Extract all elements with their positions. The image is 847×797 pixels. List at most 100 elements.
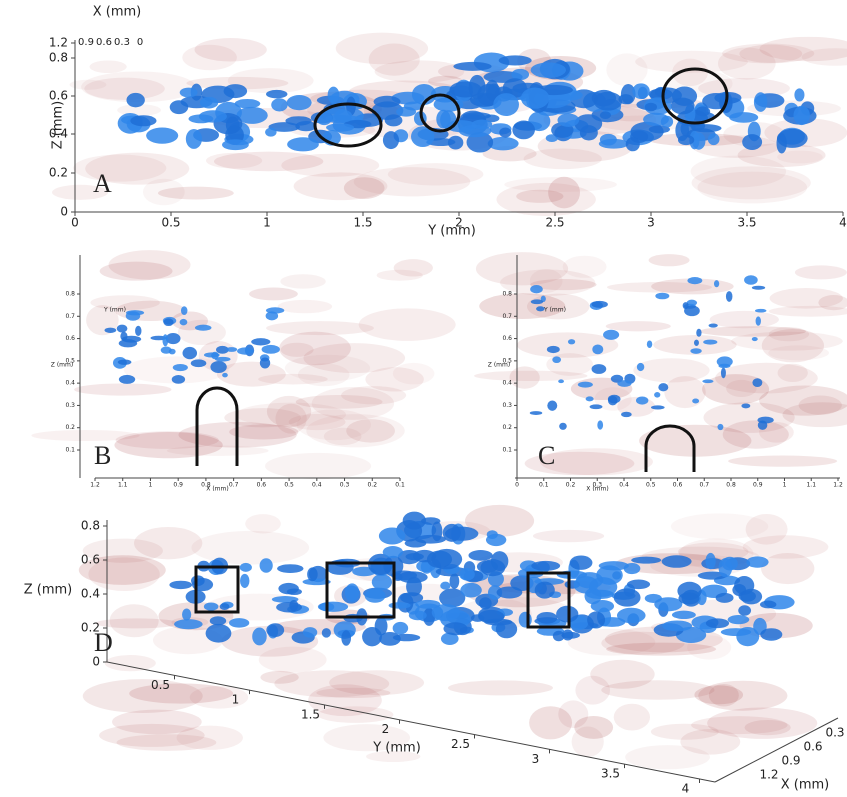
vessel: [130, 115, 156, 126]
tick-label: 0.3: [65, 402, 75, 409]
vessel: [362, 627, 382, 646]
vessel: [756, 316, 761, 325]
vessel: [677, 582, 701, 600]
vessel: [530, 285, 543, 293]
vessel: [645, 103, 657, 112]
vessel: [266, 311, 278, 320]
tick-label: 0.3: [592, 482, 602, 489]
vessel: [405, 539, 427, 548]
tick-label: 0.6: [803, 740, 822, 754]
vessel: [460, 583, 481, 598]
vessel: [469, 75, 486, 100]
tick-label: 0.6: [65, 335, 75, 342]
vessel: [586, 590, 614, 599]
vessel: [262, 345, 280, 354]
vessel: [126, 93, 144, 108]
vessel: [592, 364, 607, 374]
vessel: [754, 92, 767, 112]
vessel: [497, 586, 523, 598]
tick-label: 1: [783, 482, 787, 489]
tissue-haze: [388, 163, 484, 185]
tissue-haze: [191, 531, 309, 565]
tissue-haze: [100, 262, 173, 281]
vessel: [307, 567, 318, 581]
tick-label: 0.9: [781, 754, 800, 768]
vessel: [183, 347, 198, 359]
tick-label: 0.4: [49, 127, 68, 141]
vessel: [493, 93, 519, 116]
vessel: [645, 594, 662, 603]
tissue-haze: [206, 153, 262, 169]
tick-label: 0.5: [646, 482, 656, 489]
tissue-haze: [649, 254, 690, 266]
vessel: [226, 116, 240, 133]
vessel: [716, 593, 734, 603]
vessel: [162, 334, 168, 346]
vessel: [459, 125, 492, 137]
tissue-haze: [691, 156, 786, 188]
tick-label: 1.2: [90, 482, 100, 489]
tick-label: 0.4: [312, 482, 322, 489]
vessel: [266, 90, 287, 98]
text: Z (mm): [24, 583, 73, 598]
panel-label: A: [93, 169, 112, 198]
tissue-haze: [795, 265, 847, 279]
tissue-haze: [572, 726, 604, 757]
vessel: [661, 116, 673, 128]
tick-label: 2: [455, 216, 463, 230]
vessel: [512, 121, 535, 140]
vessel: [432, 521, 443, 541]
tick-label: 0.5: [284, 482, 294, 489]
vessel: [480, 559, 505, 576]
vessel: [626, 137, 640, 151]
vessel: [752, 337, 758, 341]
vessel: [251, 338, 270, 345]
vessel: [487, 530, 498, 539]
tick-label: 0: [137, 37, 143, 48]
tissue-haze: [377, 270, 423, 281]
vessel: [587, 611, 605, 628]
tick-label: 0.6: [96, 37, 112, 48]
vessel: [738, 591, 755, 602]
tick-label: 0.6: [502, 335, 512, 342]
vessel: [499, 128, 511, 138]
vessel: [744, 275, 758, 284]
text: Y (mm): [372, 741, 421, 756]
vessel: [535, 582, 555, 599]
vessel: [600, 111, 611, 119]
tick-label: 0.1: [502, 447, 512, 454]
tick-label: 0.8: [201, 482, 211, 489]
tick-label: 0.5: [161, 216, 180, 230]
vessel: [692, 398, 699, 403]
tick-label: 2: [382, 722, 390, 736]
tick-label: 0.8: [81, 519, 100, 533]
vessel: [690, 348, 701, 354]
tissue-haze: [112, 710, 202, 735]
vessel: [181, 306, 187, 315]
vessel: [120, 332, 127, 341]
vessel: [389, 602, 411, 609]
text: Y (mm): [103, 307, 126, 314]
vessel: [240, 563, 252, 572]
tissue-haze: [294, 172, 388, 200]
vessel: [328, 87, 340, 103]
vessel: [210, 616, 226, 625]
vessel: [393, 634, 420, 641]
vessel: [718, 424, 724, 430]
tick-label: 1.5: [353, 216, 372, 230]
tissue-haze: [633, 358, 709, 382]
vessel: [562, 630, 573, 641]
tick-label: 0.8: [49, 51, 68, 65]
vessel: [568, 339, 575, 344]
vessel: [174, 619, 203, 629]
vessel: [180, 319, 188, 325]
tick-label: 0.8: [502, 291, 512, 298]
tissue-haze: [710, 311, 779, 328]
tissue-haze: [245, 514, 281, 533]
vessel: [277, 564, 303, 573]
vessel: [637, 363, 644, 371]
vessel: [556, 606, 578, 623]
tick-label: 0.4: [619, 482, 629, 489]
vessel: [365, 589, 386, 603]
vessel: [146, 128, 178, 144]
